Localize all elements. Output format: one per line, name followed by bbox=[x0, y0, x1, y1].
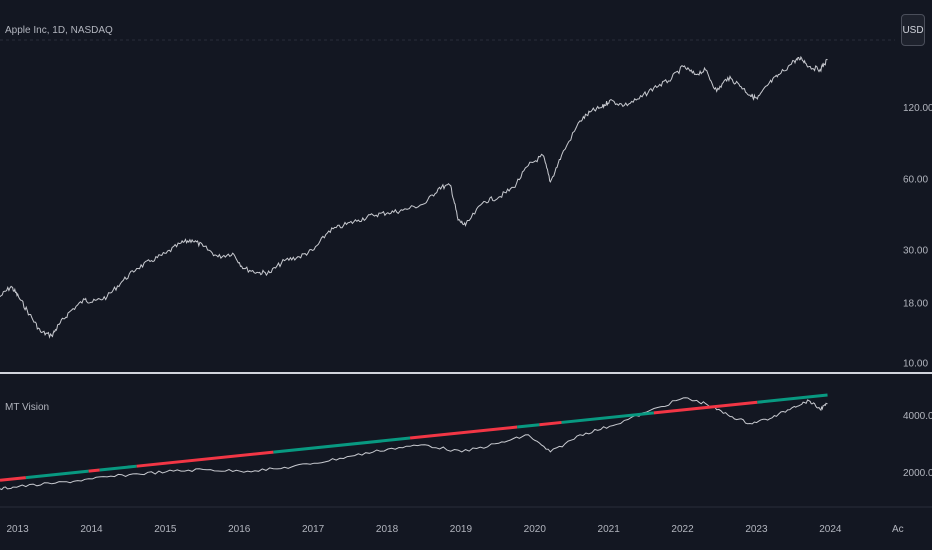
indicator-axis: 2000.00 4000.00 bbox=[903, 411, 932, 479]
year-tick-label: 2016 bbox=[228, 524, 251, 535]
price-tick-label: 60.00 bbox=[903, 174, 928, 185]
indicator-tick-label: 4000.00 bbox=[903, 411, 932, 422]
price-tick-label: 30.00 bbox=[903, 246, 928, 257]
time-axis-cut-label: Ac bbox=[892, 524, 904, 535]
price-tick-label: 120.00 bbox=[903, 103, 932, 114]
trend-segment-up bbox=[273, 436, 411, 454]
indicator-title: MT Vision bbox=[5, 402, 49, 413]
trend-segment-up bbox=[757, 393, 828, 404]
price-tick-label: 10.00 bbox=[903, 359, 928, 370]
price-axis: 10.00 18.00 30.00 60.00 120.00 bbox=[903, 103, 932, 370]
trend-segment-up bbox=[25, 469, 89, 480]
year-tick-label: 2023 bbox=[745, 524, 768, 535]
price-series-line bbox=[0, 55, 828, 339]
year-tick-label: 2019 bbox=[450, 524, 473, 535]
trend-segment-down bbox=[136, 450, 274, 468]
trend-segment-down bbox=[539, 420, 562, 427]
indicator-price-line bbox=[0, 397, 828, 491]
time-axis: 2013 2014 2015 2016 2017 2018 2019 2020 2021 2022… bbox=[6, 524, 841, 535]
year-tick-label: 2013 bbox=[6, 524, 29, 535]
year-tick-label: 2020 bbox=[524, 524, 547, 535]
trend-segment-up bbox=[517, 423, 540, 429]
currency-button[interactable]: USD bbox=[901, 14, 925, 46]
trend-line-segments bbox=[0, 393, 828, 482]
trend-segment-up bbox=[99, 464, 137, 472]
trend-segment-up bbox=[561, 411, 655, 424]
year-tick-label: 2015 bbox=[154, 524, 177, 535]
trend-segment-down bbox=[653, 400, 758, 415]
year-tick-label: 2024 bbox=[819, 524, 842, 535]
year-tick-label: 2018 bbox=[376, 524, 399, 535]
year-tick-label: 2021 bbox=[598, 524, 621, 535]
year-tick-label: 2017 bbox=[302, 524, 325, 535]
trend-segment-down bbox=[0, 476, 27, 482]
indicator-tick-label: 2000.00 bbox=[903, 468, 932, 479]
trend-segment-down bbox=[409, 425, 518, 440]
price-tick-label: 18.00 bbox=[903, 298, 928, 309]
year-tick-label: 2014 bbox=[80, 524, 103, 535]
trend-segment-down bbox=[88, 468, 100, 473]
year-tick-label: 2022 bbox=[671, 524, 694, 535]
symbol-title: Apple Inc, 1D, NASDAQ bbox=[5, 25, 113, 36]
